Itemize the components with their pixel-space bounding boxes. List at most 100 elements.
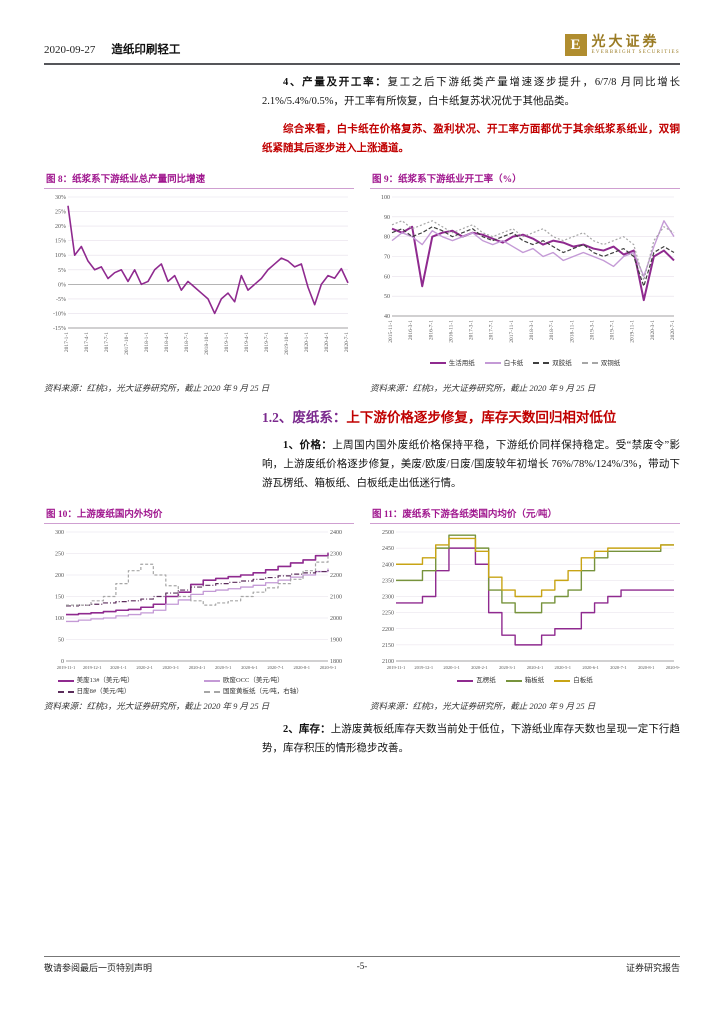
svg-text:2400: 2400 — [330, 530, 342, 536]
svg-text:2019-7-1: 2019-7-1 — [610, 319, 616, 339]
paragraph-inventory-text: 上游废黄板纸库存天数当前处于低位，下游纸业库存天数也呈现一定下行趋势，库存积压的… — [262, 724, 681, 755]
svg-text:2017-7-1: 2017-7-1 — [489, 319, 495, 339]
legend-label: 白卡纸 — [503, 359, 524, 367]
brand-name-cn: 光大证券 — [591, 34, 660, 50]
svg-text:2020-1-1: 2020-1-1 — [110, 665, 127, 670]
svg-text:2200: 2200 — [330, 573, 342, 579]
svg-text:2020-2-1: 2020-2-1 — [471, 665, 488, 670]
report-date: 2020-09-27 — [44, 44, 96, 56]
figure-8-title: 图 8：纸浆系下游纸业总产量同比增速 — [44, 168, 354, 189]
svg-text:2020-3-1: 2020-3-1 — [650, 319, 656, 339]
svg-text:2016-11-1: 2016-11-1 — [448, 319, 454, 342]
figure-10-source: 资料来源：红桃3，光大证券研究所，截止 2020 年 9 月 25 日 — [44, 701, 270, 712]
svg-text:2019-11-1: 2019-11-1 — [387, 665, 406, 670]
svg-text:2000: 2000 — [330, 616, 342, 622]
legend-item: 瓦楞纸 — [457, 674, 496, 684]
figure-9: 图 9：纸浆系下游纸业开工率（%） 40 50 60 70 80 90 100 2015-11… — [370, 168, 680, 394]
section-heading-1-2: 1.2、废纸系：上下游价格逐步修复，库存天数回归相对低位 — [262, 408, 680, 429]
svg-text:2018-7-1: 2018-7-1 — [549, 319, 555, 339]
legend-swatch-icon — [429, 362, 446, 365]
paragraph-price-label: 1、价格： — [283, 440, 333, 452]
svg-text:30%: 30% — [55, 195, 66, 201]
svg-text:2017-4-1: 2017-4-1 — [84, 331, 90, 351]
svg-text:250: 250 — [55, 552, 64, 558]
header-meta: 2020-09-27 造纸印刷轻工 — [44, 40, 180, 58]
chart-wastepaper-price: 0 50 100 150 200 250 300 1800 1900 2000 2100 2200 23… — [55, 530, 342, 670]
chart-output-growth: -15% -10% -5% 0% 5% 10% 15% 20% 25% 30% 2017-1-1 20… — [53, 195, 350, 355]
brand-logo: E 光大证券 EVERBRIGHT SECURITIES — [564, 34, 680, 56]
legend-item: 双铜纸 — [581, 357, 620, 367]
legend-label: 箱板纸 — [524, 677, 545, 685]
paragraph-production-text: 复工之后下游纸类产量增速逐步提升，6/7/8 月同比增长 2.1%/5.4%/0… — [262, 77, 681, 107]
figure-11-title: 图 11：废纸系下游各纸类国内均价（元/吨） — [370, 503, 680, 525]
svg-text:2016-3-1: 2016-3-1 — [408, 319, 414, 339]
svg-text:2017-7-1: 2017-7-1 — [104, 331, 110, 351]
svg-text:2019-11-1: 2019-11-1 — [630, 319, 636, 342]
legend-label: 国废黄板纸（元/吨，右轴） — [223, 688, 303, 696]
brand-name-en: EVERBRIGHT SECURITIES — [591, 50, 680, 56]
svg-text:50: 50 — [58, 638, 64, 644]
legend-item: 生活用纸 — [429, 357, 475, 367]
svg-text:2020-8-1: 2020-8-1 — [638, 665, 655, 670]
svg-text:2020-4-1: 2020-4-1 — [527, 665, 544, 670]
svg-text:2019-12-1: 2019-12-1 — [83, 665, 102, 670]
legend-item: 箱板纸 — [505, 674, 545, 685]
svg-text:5%: 5% — [58, 267, 66, 273]
figure-row-2: 图 10：上游废纸国内外均价 0 50 100 150 200 250 300 1800 190… — [44, 503, 680, 712]
legend-item: 日废8#（美元/吨） — [57, 685, 194, 696]
svg-text:150: 150 — [55, 595, 64, 601]
svg-text:2018-7-1: 2018-7-1 — [184, 331, 190, 351]
legend-swatch-icon — [57, 690, 74, 693]
svg-text:2018-3-1: 2018-3-1 — [529, 319, 535, 339]
svg-text:2019-7-1: 2019-7-1 — [264, 331, 270, 351]
legend-label: 双胶纸 — [552, 359, 572, 367]
svg-text:15%: 15% — [55, 238, 66, 244]
legend-swatch-icon — [533, 362, 550, 365]
paragraph-production-label: 4、产量及开工率： — [283, 77, 388, 88]
svg-text:2020-1-1: 2020-1-1 — [304, 331, 310, 351]
svg-text:2100: 2100 — [382, 659, 394, 665]
report-body: 4、产量及开工率：复工之后下游纸类产量增速逐步提升，6/7/8 月同比增长 2.… — [44, 74, 680, 759]
section-title: 上下游价格逐步修复，库存天数回归相对低位 — [346, 409, 617, 425]
legend-label: 日废8#（美元/吨） — [76, 688, 131, 696]
legend-swatch-icon — [484, 362, 501, 365]
svg-text:2020-9-1: 2020-9-1 — [320, 665, 337, 670]
svg-text:2020-3-1: 2020-3-1 — [163, 665, 180, 670]
svg-text:1800: 1800 — [330, 659, 342, 665]
svg-text:2018-1-1: 2018-1-1 — [144, 331, 150, 351]
svg-text:2019-11-1: 2019-11-1 — [57, 665, 76, 670]
svg-text:25%: 25% — [55, 209, 66, 215]
svg-text:-10%: -10% — [53, 311, 66, 317]
svg-text:2150: 2150 — [382, 643, 394, 649]
svg-text:2020-5-1: 2020-5-1 — [555, 665, 572, 670]
svg-text:2018-4-1: 2018-4-1 — [164, 331, 170, 351]
figure-row-1: 图 8：纸浆系下游纸业总产量同比增速 -15% -10% -5% 0% 5% 10% 15%… — [44, 168, 680, 394]
page-footer: 敬请参阅最后一页特别声明 -5- 证券研究报告 — [44, 956, 680, 974]
svg-text:60: 60 — [384, 274, 390, 280]
svg-text:2019-10-1: 2019-10-1 — [284, 331, 290, 354]
page-number: -5- — [356, 961, 368, 971]
svg-text:2020-9-1: 2020-9-1 — [666, 665, 680, 670]
legend-swatch-icon — [57, 679, 74, 682]
svg-text:0: 0 — [61, 659, 64, 665]
chart-operating-rate: 40 50 60 70 80 90 100 2015-11-1 2016-3-1 2016-7-1… — [381, 195, 676, 343]
legend-swatch-icon — [554, 679, 571, 682]
svg-text:2019-3-1: 2019-3-1 — [589, 319, 595, 339]
legend-label: 瓦楞纸 — [476, 677, 496, 685]
svg-text:2100: 2100 — [330, 595, 342, 601]
legend-item: 欧废OCC（美元/吨） — [204, 674, 340, 684]
svg-text:2018-11-1: 2018-11-1 — [569, 319, 575, 342]
page-header: 2020-09-27 造纸印刷轻工 E 光大证券 EVERBRIGHT SECUR… — [44, 0, 680, 58]
svg-text:100: 100 — [381, 195, 390, 201]
svg-text:300: 300 — [55, 530, 64, 536]
svg-text:1900: 1900 — [330, 638, 342, 644]
svg-text:2500: 2500 — [382, 530, 394, 536]
svg-text:2020-6-1: 2020-6-1 — [582, 665, 599, 670]
svg-text:2015-11-1: 2015-11-1 — [388, 319, 394, 342]
svg-text:2020-4-1: 2020-4-1 — [189, 665, 206, 670]
paragraph-price-text: 上周国内国外废纸价格保持平稳，下游纸价同样保持稳定。受“禁废令”影响，上游废纸价… — [262, 440, 681, 490]
legend-swatch-icon — [204, 690, 220, 693]
svg-text:2250: 2250 — [382, 611, 394, 617]
svg-text:200: 200 — [55, 573, 64, 579]
